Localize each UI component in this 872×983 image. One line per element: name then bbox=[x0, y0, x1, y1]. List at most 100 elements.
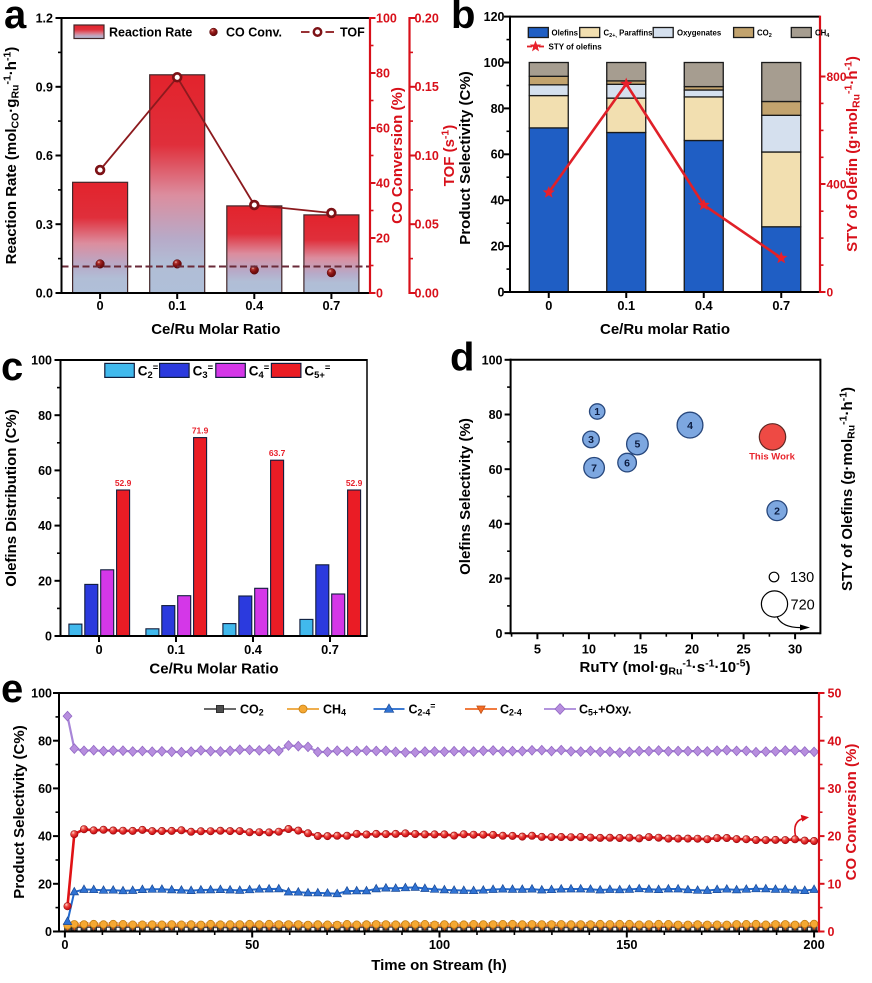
svg-text:71.9: 71.9 bbox=[192, 426, 209, 436]
svg-text:20: 20 bbox=[491, 240, 505, 254]
svg-text:0: 0 bbox=[827, 285, 834, 299]
svg-text:52.9: 52.9 bbox=[115, 478, 132, 488]
svg-text:25: 25 bbox=[736, 642, 750, 657]
svg-text:40: 40 bbox=[376, 176, 390, 190]
svg-text:c: c bbox=[1, 345, 23, 389]
svg-text:C4=: C4= bbox=[249, 362, 270, 380]
svg-text:TOF (s-1): TOF (s-1) bbox=[440, 125, 458, 187]
svg-text:100: 100 bbox=[484, 56, 505, 70]
svg-text:50: 50 bbox=[828, 687, 842, 701]
svg-text:Ce/Ru Molar Ratio: Ce/Ru Molar Ratio bbox=[151, 321, 280, 338]
svg-text:C3=: C3= bbox=[193, 362, 214, 380]
svg-text:40: 40 bbox=[491, 194, 505, 208]
svg-text:20: 20 bbox=[828, 830, 842, 844]
svg-text:0: 0 bbox=[45, 630, 52, 644]
svg-text:CO Conv.: CO Conv. bbox=[226, 26, 282, 40]
svg-text:720: 720 bbox=[791, 598, 815, 614]
svg-text:40: 40 bbox=[489, 517, 503, 531]
svg-text:STY of Olefins (g·molRu-1·h-1): STY of Olefins (g·molRu-1·h-1) bbox=[838, 387, 858, 591]
svg-text:10: 10 bbox=[582, 642, 596, 657]
svg-text:0: 0 bbox=[45, 925, 52, 939]
svg-text:CH4: CH4 bbox=[323, 703, 346, 718]
svg-text:0.1: 0.1 bbox=[617, 298, 635, 313]
svg-text:STY of Olefin (g·molRu-1·h-1): STY of Olefin (g·molRu-1·h-1) bbox=[843, 56, 863, 252]
svg-text:This Work: This Work bbox=[749, 452, 795, 463]
svg-text:0.1: 0.1 bbox=[168, 298, 186, 313]
svg-text:CO Conversion (%): CO Conversion (%) bbox=[843, 744, 860, 881]
svg-text:100: 100 bbox=[376, 11, 397, 25]
svg-text:0.10: 0.10 bbox=[415, 149, 439, 163]
svg-text:2: 2 bbox=[774, 505, 780, 517]
svg-text:C2=: C2= bbox=[138, 362, 159, 380]
svg-text:20: 20 bbox=[376, 231, 390, 245]
svg-text:20: 20 bbox=[38, 877, 52, 891]
svg-text:80: 80 bbox=[489, 408, 503, 422]
svg-text:30: 30 bbox=[828, 782, 842, 796]
svg-text:e: e bbox=[1, 667, 23, 711]
svg-text:Product Selectivity (C%): Product Selectivity (C%) bbox=[11, 725, 28, 898]
svg-text:100: 100 bbox=[31, 354, 52, 368]
svg-text:a: a bbox=[4, 0, 27, 37]
svg-text:Ce/Ru molar Ratio: Ce/Ru molar Ratio bbox=[600, 321, 730, 338]
svg-text:0: 0 bbox=[545, 298, 552, 313]
svg-text:0.7: 0.7 bbox=[321, 642, 339, 657]
svg-text:20: 20 bbox=[38, 574, 52, 588]
svg-text:3: 3 bbox=[588, 434, 594, 446]
svg-text:0.00: 0.00 bbox=[415, 286, 439, 300]
svg-text:CO2: CO2 bbox=[757, 29, 772, 39]
svg-text:C5+=: C5+= bbox=[304, 362, 330, 380]
svg-text:STY of olefins: STY of olefins bbox=[549, 42, 603, 51]
svg-text:TOF: TOF bbox=[340, 26, 365, 40]
svg-text:40: 40 bbox=[38, 519, 52, 533]
svg-text:0: 0 bbox=[376, 286, 383, 300]
svg-text:4: 4 bbox=[687, 420, 693, 432]
svg-text:0.6: 0.6 bbox=[36, 149, 53, 163]
svg-text:80: 80 bbox=[491, 102, 505, 116]
svg-text:50: 50 bbox=[245, 937, 259, 952]
svg-text:d: d bbox=[450, 336, 474, 380]
svg-text:Time on Stream (h): Time on Stream (h) bbox=[371, 957, 507, 974]
svg-text:CH4: CH4 bbox=[815, 29, 830, 39]
svg-text:30: 30 bbox=[788, 642, 802, 657]
svg-text:Oxygenates: Oxygenates bbox=[677, 29, 722, 38]
svg-text:1: 1 bbox=[594, 406, 600, 418]
svg-text:0.15: 0.15 bbox=[415, 80, 439, 94]
svg-text:60: 60 bbox=[489, 463, 503, 477]
svg-text:b: b bbox=[451, 0, 475, 37]
svg-text:Olefins Distribution (C%): Olefins Distribution (C%) bbox=[3, 409, 20, 587]
svg-text:40: 40 bbox=[828, 734, 842, 748]
svg-text:RuTY (mol·gRu-1·s-1·10-5): RuTY (mol·gRu-1·s-1·10-5) bbox=[580, 658, 751, 678]
svg-text:0.4: 0.4 bbox=[244, 642, 263, 657]
svg-text:100: 100 bbox=[482, 353, 503, 367]
svg-text:0.3: 0.3 bbox=[36, 218, 53, 232]
svg-text:40: 40 bbox=[38, 830, 52, 844]
svg-text:10: 10 bbox=[828, 877, 842, 891]
svg-text:120: 120 bbox=[484, 10, 505, 24]
svg-text:200: 200 bbox=[803, 937, 824, 952]
svg-text:60: 60 bbox=[376, 121, 390, 135]
svg-text:5: 5 bbox=[634, 439, 640, 451]
svg-text:Olefins: Olefins bbox=[552, 29, 579, 38]
svg-text:0: 0 bbox=[498, 285, 505, 299]
svg-text:0.7: 0.7 bbox=[323, 298, 341, 313]
svg-text:Ce/Ru Molar Ratio: Ce/Ru Molar Ratio bbox=[149, 661, 278, 678]
svg-text:C2-4: C2-4 bbox=[500, 703, 522, 718]
svg-text:130: 130 bbox=[790, 570, 814, 586]
svg-text:60: 60 bbox=[491, 148, 505, 162]
svg-text:60: 60 bbox=[38, 782, 52, 796]
svg-text:0: 0 bbox=[496, 627, 503, 641]
svg-text:C2-4=: C2-4= bbox=[409, 701, 436, 718]
svg-text:0.05: 0.05 bbox=[415, 218, 439, 232]
svg-text:0: 0 bbox=[61, 937, 68, 952]
svg-text:6: 6 bbox=[624, 457, 630, 469]
svg-text:Reaction Rate: Reaction Rate bbox=[109, 26, 192, 40]
svg-text:80: 80 bbox=[376, 66, 390, 80]
svg-text:100: 100 bbox=[31, 687, 52, 701]
svg-text:7: 7 bbox=[591, 463, 597, 475]
svg-text:20: 20 bbox=[685, 642, 699, 657]
svg-text:80: 80 bbox=[38, 734, 52, 748]
svg-text:1.2: 1.2 bbox=[36, 12, 53, 26]
svg-text:Olefins Selectivity (%): Olefins Selectivity (%) bbox=[457, 418, 474, 575]
svg-text:800: 800 bbox=[827, 70, 847, 84]
svg-text:C5++Oxy.: C5++Oxy. bbox=[579, 703, 632, 718]
